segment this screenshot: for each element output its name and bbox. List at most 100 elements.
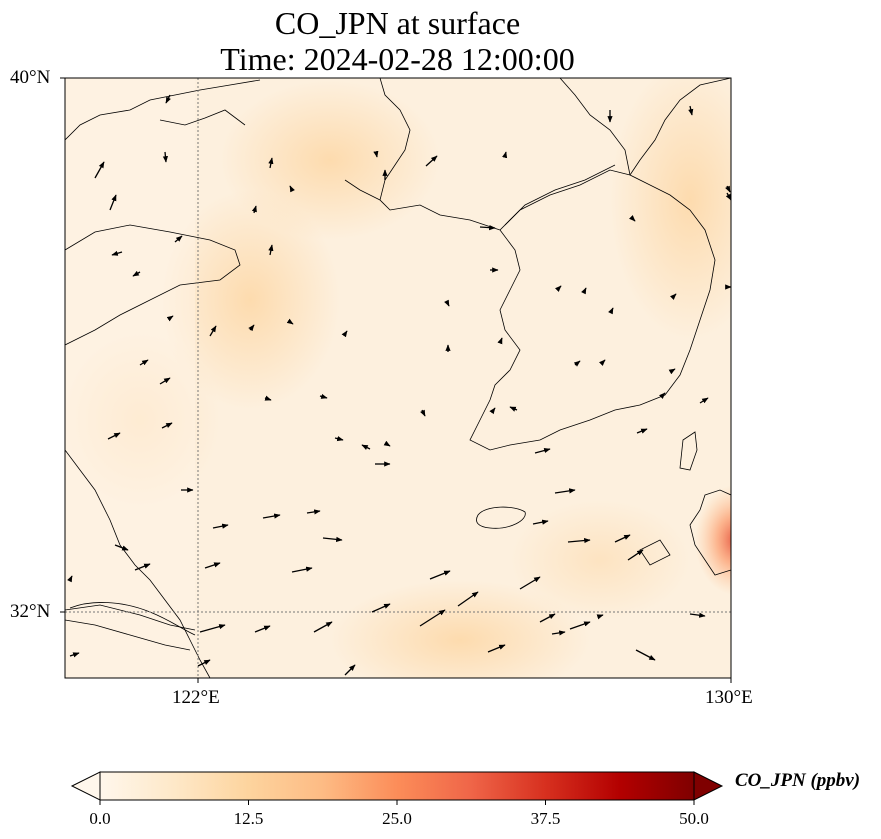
wind-arrow	[487, 644, 506, 653]
wind-arrow	[248, 324, 255, 332]
wind-arrow	[268, 157, 274, 169]
wind-arrow	[725, 185, 731, 193]
lon-tick-130e: 130°E	[705, 687, 753, 708]
wind-arrow	[425, 155, 438, 167]
colorbar-tick-12-5: 12.5	[233, 809, 264, 828]
wind-arrow	[596, 614, 604, 620]
wind-arrow	[67, 575, 73, 583]
wind-arrow	[264, 395, 272, 401]
wind-arrow	[94, 161, 105, 179]
wind-arrow	[457, 591, 479, 607]
wind-arrow	[581, 287, 587, 295]
wind-arrow	[532, 519, 549, 525]
wind-arrow	[371, 603, 391, 613]
wind-arrow	[109, 194, 117, 211]
wind-arrow	[162, 151, 169, 163]
wind-arrow	[420, 409, 426, 417]
colorbar-extend-min	[70, 771, 101, 801]
wind-arrow	[444, 299, 450, 307]
wind-arrow	[107, 432, 121, 440]
colorbar-extend-max	[693, 771, 724, 801]
wind-arrow	[479, 225, 496, 231]
wind-arrow	[534, 447, 551, 454]
wind-arrow	[614, 534, 631, 543]
wind-arrow	[313, 621, 333, 633]
wind-arrow	[134, 563, 151, 571]
wind-arrow	[567, 537, 591, 544]
colorbar-label: CO_JPN (ppbv)	[735, 770, 861, 791]
wind-arrow	[636, 428, 648, 434]
coastlines	[65, 78, 731, 678]
wind-arrow	[291, 566, 313, 573]
colorbar-tick-25: 25.0	[382, 809, 412, 828]
wind-arrow	[139, 359, 149, 366]
wind-arrow	[539, 613, 556, 623]
wind-arrow	[629, 215, 636, 222]
wind-arrow	[725, 192, 731, 201]
wind-arrow	[199, 624, 226, 633]
wind-arrow	[555, 285, 562, 292]
wind-arrow	[286, 318, 294, 325]
wind-arrow	[322, 536, 343, 542]
wind-arrow	[489, 407, 496, 415]
colorbar	[70, 771, 724, 805]
wind-arrow	[502, 151, 508, 159]
co-concentration-field	[65, 78, 731, 678]
wind-arrow	[212, 523, 229, 529]
wind-arrow	[429, 570, 451, 580]
wind-arrow	[689, 612, 706, 618]
map-frame	[64, 77, 732, 679]
wind-arrow	[497, 337, 503, 345]
wind-arrow	[509, 406, 518, 412]
wind-arrow	[627, 549, 644, 561]
lon-tick-122e: 122°E	[172, 687, 220, 708]
wind-arrow	[209, 325, 217, 337]
wind-arrow	[132, 270, 141, 277]
wind-arrow	[334, 436, 344, 442]
wind-arrow	[165, 94, 171, 104]
wind-arrow	[306, 509, 321, 515]
wind-arrow	[251, 205, 257, 214]
wind-arrow	[635, 649, 656, 661]
colorbar-tick-37-5: 37.5	[530, 809, 561, 828]
wind-arrow	[569, 621, 591, 630]
wind-arrow	[668, 368, 676, 375]
wind-arrow	[688, 105, 694, 116]
lat-tick-32n: 32°N	[10, 601, 51, 622]
wind-vectors	[67, 94, 731, 676]
wind-arrow	[608, 307, 614, 315]
wind-arrow	[419, 609, 446, 627]
wind-arrow	[289, 185, 295, 193]
colorbar-tick-50: 50.0	[679, 809, 709, 828]
wind-arrow	[573, 360, 581, 367]
wind-arrow	[599, 359, 606, 366]
chart-title-line-2: Time: 2024-02-28 12:00:00	[220, 41, 575, 77]
wind-arrow	[197, 659, 211, 667]
wind-arrow	[174, 235, 183, 243]
wind-arrow	[341, 330, 348, 338]
wind-arrow	[262, 513, 281, 519]
wind-arrow	[361, 444, 371, 450]
wind-arrow	[161, 422, 173, 429]
wind-arrow	[268, 244, 274, 256]
wind-arrow	[551, 630, 566, 636]
wind-arrow	[659, 392, 666, 399]
wind-arrow	[383, 440, 391, 447]
wind-arrow	[114, 544, 129, 551]
wind-arrow	[204, 562, 221, 569]
colorbar-tick-0: 0.0	[89, 809, 111, 828]
wind-arrow	[344, 664, 356, 676]
wind-arrow	[69, 652, 80, 658]
wind-arrow	[319, 393, 328, 399]
chart-title-line-1: CO_JPN at surface	[274, 5, 521, 41]
lat-tick-40n: 40°N	[10, 67, 51, 88]
wind-arrow	[111, 250, 123, 256]
wind-arrow	[670, 293, 677, 300]
wind-arrow	[166, 315, 174, 322]
wind-arrow	[519, 576, 541, 590]
colorbar-gradient	[99, 771, 695, 801]
wind-arrow	[159, 377, 171, 385]
wind-arrow	[373, 150, 379, 158]
wind-arrow	[254, 625, 271, 633]
